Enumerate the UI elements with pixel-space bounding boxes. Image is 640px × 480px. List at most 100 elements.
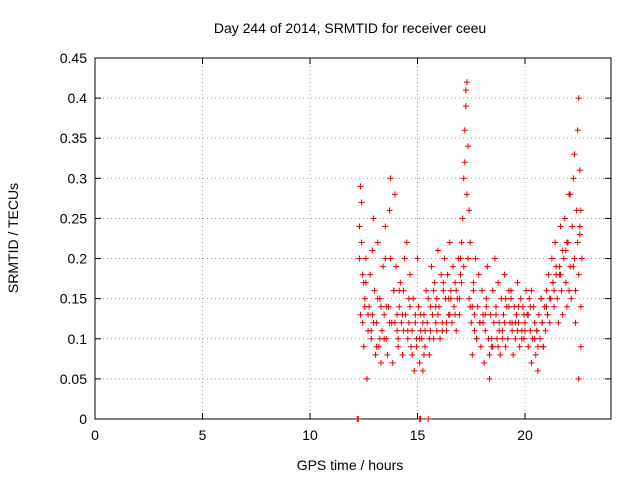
data-point xyxy=(499,335,506,342)
data-point xyxy=(389,359,396,366)
data-point xyxy=(542,327,549,334)
y-tick-label: 0.4 xyxy=(68,90,88,106)
y-tick-labels: 0 0.05 0.1 0.15 0.2 0.25 0.3 0.35 0.4 0.45 xyxy=(60,50,87,427)
data-point xyxy=(551,303,558,310)
data-point xyxy=(416,359,423,366)
data-point xyxy=(437,335,444,342)
data-point xyxy=(367,271,374,278)
data-point xyxy=(376,335,383,342)
data-point xyxy=(520,311,527,318)
data-point xyxy=(470,279,477,286)
data-point xyxy=(432,303,439,310)
data-point xyxy=(466,207,473,214)
data-point xyxy=(577,343,584,350)
data-point xyxy=(425,295,432,302)
data-point xyxy=(443,319,450,326)
data-point xyxy=(423,287,430,294)
data-point xyxy=(357,311,364,318)
data-point xyxy=(358,199,365,206)
data-point xyxy=(370,319,377,326)
data-point xyxy=(492,311,499,318)
data-point xyxy=(570,175,577,182)
data-point xyxy=(370,215,377,222)
data-point xyxy=(357,183,364,190)
y-tick-label: 0.3 xyxy=(68,170,88,186)
data-point xyxy=(470,287,477,294)
data-point xyxy=(393,263,399,270)
data-point xyxy=(383,303,390,310)
data-point xyxy=(359,271,366,278)
data-point xyxy=(381,311,388,318)
data-point xyxy=(394,327,401,334)
data-point xyxy=(363,375,370,382)
data-point xyxy=(377,303,384,310)
data-point xyxy=(571,255,578,262)
data-point xyxy=(406,303,413,310)
data-point xyxy=(543,287,550,294)
data-point xyxy=(411,367,418,374)
data-point xyxy=(448,319,455,326)
data-point xyxy=(413,343,420,350)
data-point xyxy=(432,319,439,326)
data-point xyxy=(567,191,574,198)
data-point xyxy=(568,295,575,302)
data-point xyxy=(531,319,538,326)
data-point xyxy=(399,351,406,358)
data-point xyxy=(401,255,408,262)
data-point xyxy=(379,327,386,334)
data-point xyxy=(396,287,403,294)
data-point xyxy=(526,295,533,302)
y-tick-label: 0.25 xyxy=(60,210,87,226)
data-point xyxy=(365,311,372,318)
data-point xyxy=(502,343,509,350)
data-point xyxy=(468,319,475,326)
data-point xyxy=(575,375,582,382)
data-point xyxy=(548,255,555,262)
data-point xyxy=(575,271,582,278)
data-point xyxy=(531,335,538,342)
data-points xyxy=(354,79,585,422)
data-point xyxy=(360,343,367,350)
data-point xyxy=(475,271,482,278)
data-point xyxy=(452,311,459,318)
data-point xyxy=(463,191,470,198)
data-point xyxy=(471,311,478,318)
data-point xyxy=(440,279,447,286)
data-point xyxy=(576,231,583,238)
data-point xyxy=(518,335,525,342)
data-point xyxy=(577,207,584,214)
data-point xyxy=(514,279,521,286)
data-point xyxy=(384,351,391,358)
data-point xyxy=(452,279,459,286)
data-point xyxy=(430,287,437,294)
data-point xyxy=(481,359,488,366)
data-point xyxy=(551,287,558,294)
data-point xyxy=(466,295,473,302)
data-point xyxy=(416,335,423,342)
data-point xyxy=(572,319,579,326)
data-point xyxy=(361,295,368,302)
data-point xyxy=(500,311,507,318)
data-point xyxy=(356,223,363,230)
data-point xyxy=(544,311,551,318)
data-point xyxy=(405,295,412,302)
data-point xyxy=(425,416,432,422)
data-point xyxy=(434,247,441,254)
data-point xyxy=(453,327,460,334)
data-point xyxy=(534,367,541,374)
data-point xyxy=(490,319,497,326)
data-point xyxy=(570,263,577,270)
data-point xyxy=(394,311,401,318)
data-point xyxy=(426,335,433,342)
data-point xyxy=(444,271,451,278)
data-point xyxy=(405,319,412,326)
data-point xyxy=(522,327,528,334)
data-point xyxy=(387,255,394,262)
data-point xyxy=(552,239,559,246)
data-point xyxy=(477,343,484,350)
data-point xyxy=(373,343,380,350)
data-point xyxy=(368,335,375,342)
data-point xyxy=(408,343,415,350)
data-point xyxy=(417,416,424,422)
data-point xyxy=(576,223,583,230)
